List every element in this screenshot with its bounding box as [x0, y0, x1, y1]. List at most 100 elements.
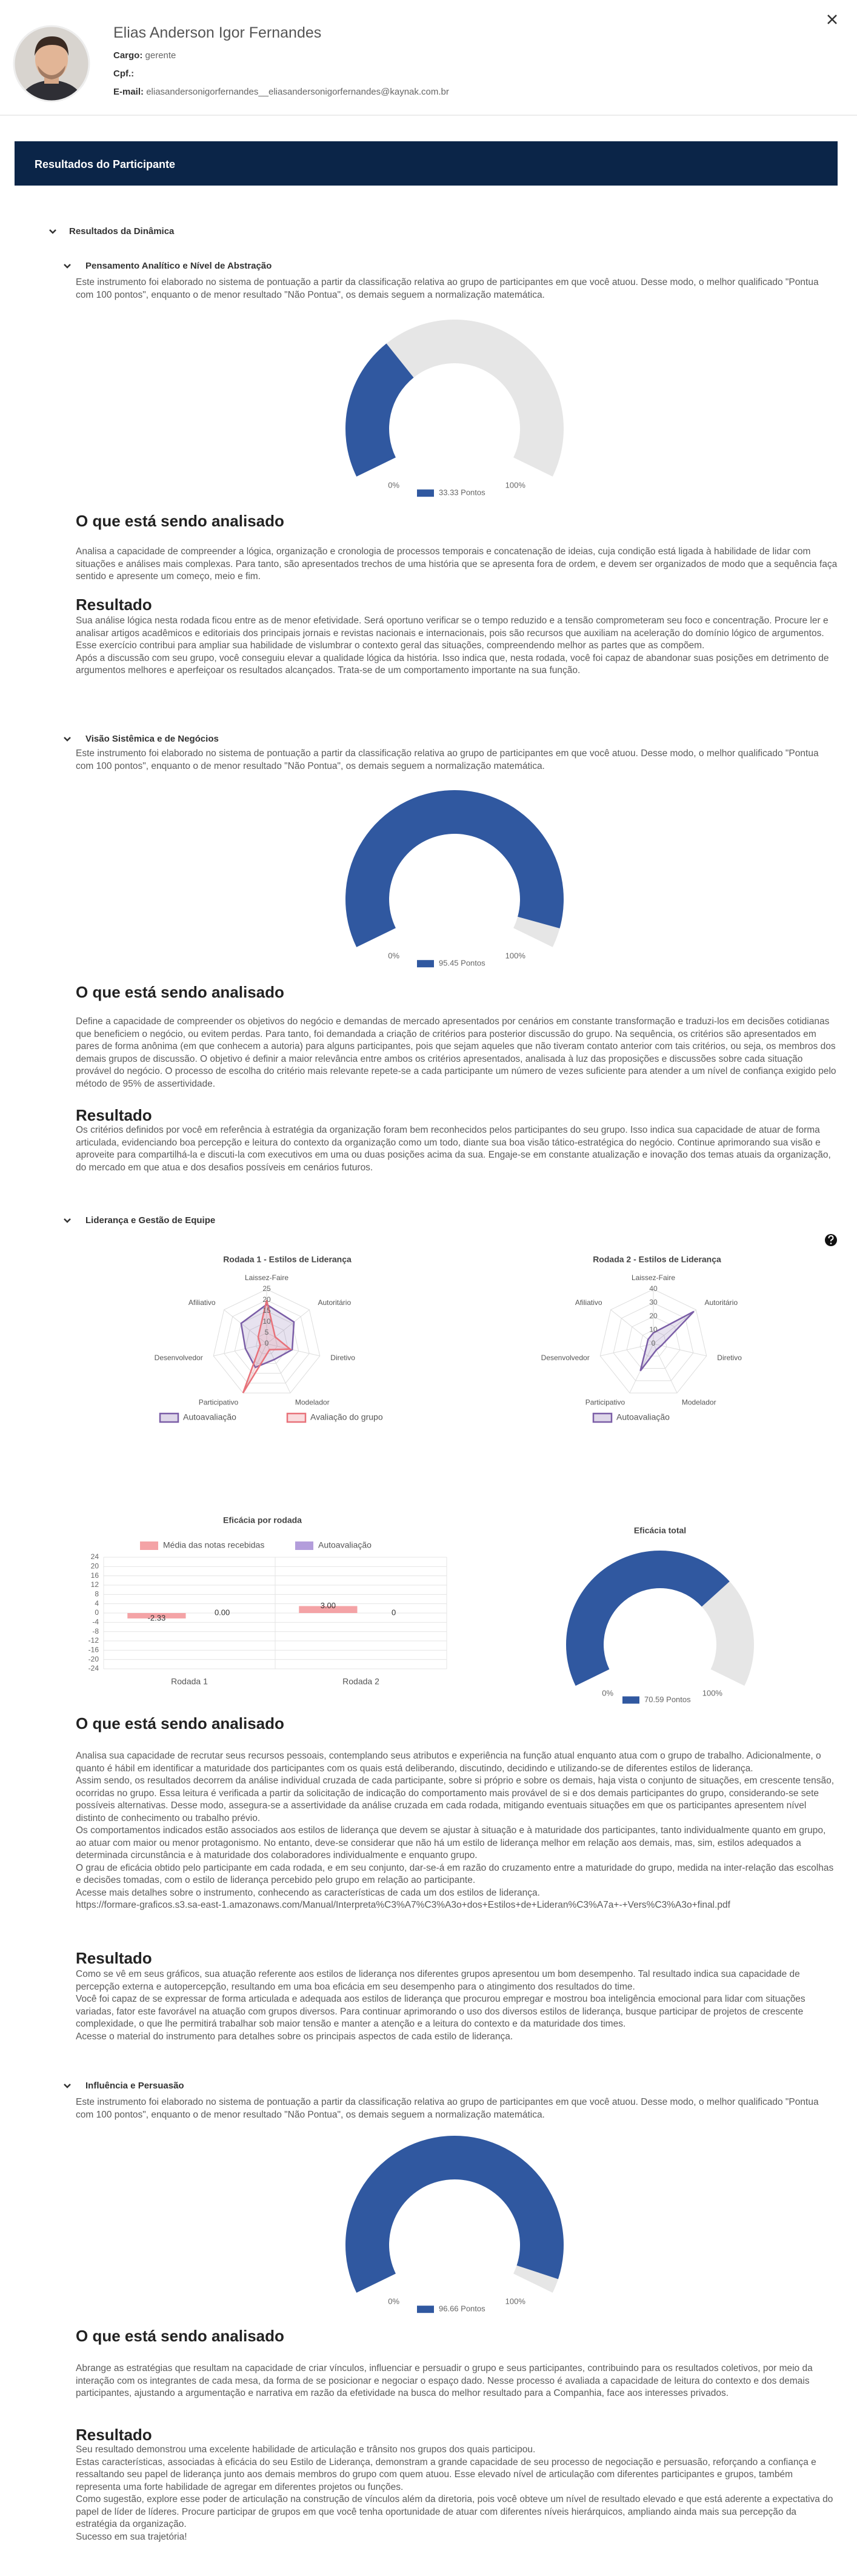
radar-tick-label: 0: [265, 1339, 269, 1347]
bar: [299, 1606, 358, 1613]
paragraph: Você foi capaz de se expressar de forma …: [76, 1994, 805, 2029]
cpf-label: Cpf.:: [113, 69, 135, 79]
chevron[interactable]: [64, 264, 71, 269]
bar: [127, 1613, 186, 1618]
legend-label: Autoavaliação: [183, 1412, 236, 1422]
gauge-track: [345, 319, 564, 477]
radar-tick-label: 10: [262, 1317, 271, 1326]
legend-label: 33.33 Pontos: [439, 488, 485, 497]
radar-spoke: [610, 1309, 654, 1344]
bar-title: Eficácia por rodada: [223, 1515, 302, 1525]
section-intro: Este instrumento foi elaborado no sistem…: [76, 748, 819, 771]
email-line: E-mail: eliasandersonigorfernandes__elia…: [113, 86, 449, 98]
radar-axis-label: Participativo: [585, 1398, 625, 1406]
legend-swatch: [286, 1412, 307, 1423]
legend-swatch: [417, 2306, 434, 2313]
bar-value-label: 0: [392, 1608, 396, 1617]
grid-line: [224, 1300, 310, 1384]
y-tick-label: -12: [88, 1636, 99, 1645]
section-intro: Este instrumento foi elaborado no sistem…: [76, 2097, 819, 2120]
legend-label: Autoavaliação: [616, 1412, 670, 1422]
gauge-tick-label: 0%: [602, 1688, 613, 1697]
bar-value-label: -2.33: [148, 1613, 166, 1622]
legend-label: 95.45 Pontos: [439, 959, 485, 968]
cpf-line: Cpf.:: [113, 68, 134, 80]
x-tick-label: Rodada 1: [171, 1677, 208, 1686]
radar-title: Rodada 1 - Estilos de Liderança: [223, 1255, 352, 1264]
gauge-tick-label: 100%: [702, 1688, 723, 1697]
legend-swatch: [592, 1412, 613, 1423]
gauge-value: [566, 1551, 730, 1686]
help-icon[interactable]: [825, 1234, 837, 1246]
radar-series: [639, 1310, 695, 1372]
gauge-value: [345, 790, 564, 947]
paragraph: Após a discussão com seu grupo, você con…: [76, 652, 829, 676]
radar-tick-label: 5: [265, 1328, 269, 1337]
paragraph: Assim sendo, os resultados decorrem da a…: [76, 1776, 835, 1823]
section-title[interactable]: Liderança e Gestão de Equipe: [85, 1215, 216, 1226]
radar-axis-label: Afiliativo: [575, 1298, 602, 1307]
chevron[interactable]: [64, 1218, 71, 1223]
gauge-tick-label: 0%: [388, 2296, 399, 2306]
result-heading: Resultado: [76, 1949, 152, 1967]
y-tick-label: 0: [95, 1608, 99, 1617]
radar-axis-label: Modelador: [682, 1398, 716, 1406]
analysis-heading: O que está sendo analisado: [76, 2327, 284, 2345]
y-tick-label: -20: [88, 1655, 99, 1663]
radar-spoke: [242, 1343, 267, 1394]
radar-spoke: [653, 1343, 678, 1394]
legend-swatch: [159, 1412, 179, 1423]
paragraph-block: Seu resultado demonstrou uma excelente h…: [76, 2444, 838, 2543]
section-title[interactable]: Visão Sistêmica e de Negócios: [85, 734, 219, 744]
radar-tick-label: 20: [262, 1295, 271, 1304]
radar-spoke: [653, 1343, 707, 1357]
radar-tick-label: 40: [649, 1284, 658, 1293]
y-tick-label: 16: [91, 1571, 99, 1580]
radar-spoke: [653, 1309, 696, 1344]
gauge-title: Eficácia total: [634, 1526, 686, 1535]
radar-axis-label: Modelador: [295, 1398, 330, 1406]
radar-spoke: [266, 1309, 310, 1344]
paragraph: Estas características, associadas à efic…: [76, 2457, 816, 2492]
legend-label: 96.66 Pontos: [439, 2304, 485, 2313]
cargo-label: Cargo:: [113, 50, 143, 61]
legend-swatch: [622, 1696, 639, 1704]
cargo-line: Cargo: gerente: [113, 50, 176, 62]
paragraph: O grau de eficácia obtido pelo participa…: [76, 1862, 834, 1886]
paragraph: Define a capacidade de compreender os ob…: [76, 1016, 836, 1089]
radar-tick-label: 25: [262, 1284, 271, 1293]
chevron[interactable]: [49, 229, 56, 234]
paragraph: Analisa sua capacidade de recrutar seus …: [76, 1751, 821, 1774]
y-tick-label: 12: [91, 1580, 99, 1589]
grid-line: [599, 1289, 707, 1394]
gauge-tick-label: 100%: [505, 951, 526, 960]
grid-line: [613, 1302, 694, 1381]
y-tick-label: 20: [91, 1562, 99, 1571]
radar-title: Rodada 2 - Estilos de Liderança: [593, 1255, 721, 1264]
y-tick-label: -8: [92, 1627, 99, 1635]
paragraph: Como sugestão, explore esse poder de art…: [76, 2494, 833, 2529]
section-title[interactable]: Pensamento Analítico e Nível de Abstraçã…: [85, 261, 272, 271]
result-heading: Resultado: [76, 2426, 152, 2444]
close-button[interactable]: [827, 15, 837, 24]
radar-tick-label: 20: [649, 1312, 658, 1320]
legend-label: 70.59 Pontos: [644, 1695, 691, 1704]
radar-spoke: [213, 1343, 267, 1357]
radar-axis-label: Participativo: [199, 1398, 239, 1406]
paragraph: Acesse mais detalhes sobre o instrumento…: [76, 1887, 540, 1898]
group-title[interactable]: Resultados da Dinâmica: [69, 226, 175, 236]
analysis-heading: O que está sendo analisado: [76, 1714, 284, 1732]
radar-axis-label: Autoritário: [318, 1298, 351, 1307]
bar-value-label: 3.00: [321, 1601, 336, 1610]
y-tick-label: 24: [91, 1552, 99, 1561]
section-title[interactable]: Influência e Persuasão: [85, 2081, 184, 2091]
chevron[interactable]: [64, 2084, 71, 2088]
radar-axis-label: Autoritário: [704, 1298, 738, 1307]
grid-line: [213, 1289, 321, 1394]
gauge-value: [345, 2135, 564, 2293]
radar-axis-label: Afiliativo: [188, 1298, 216, 1307]
paragraph-block: Os critérios definidos por você em refer…: [76, 1124, 838, 1174]
legend-swatch: [140, 1541, 158, 1550]
chevron[interactable]: [64, 737, 71, 742]
